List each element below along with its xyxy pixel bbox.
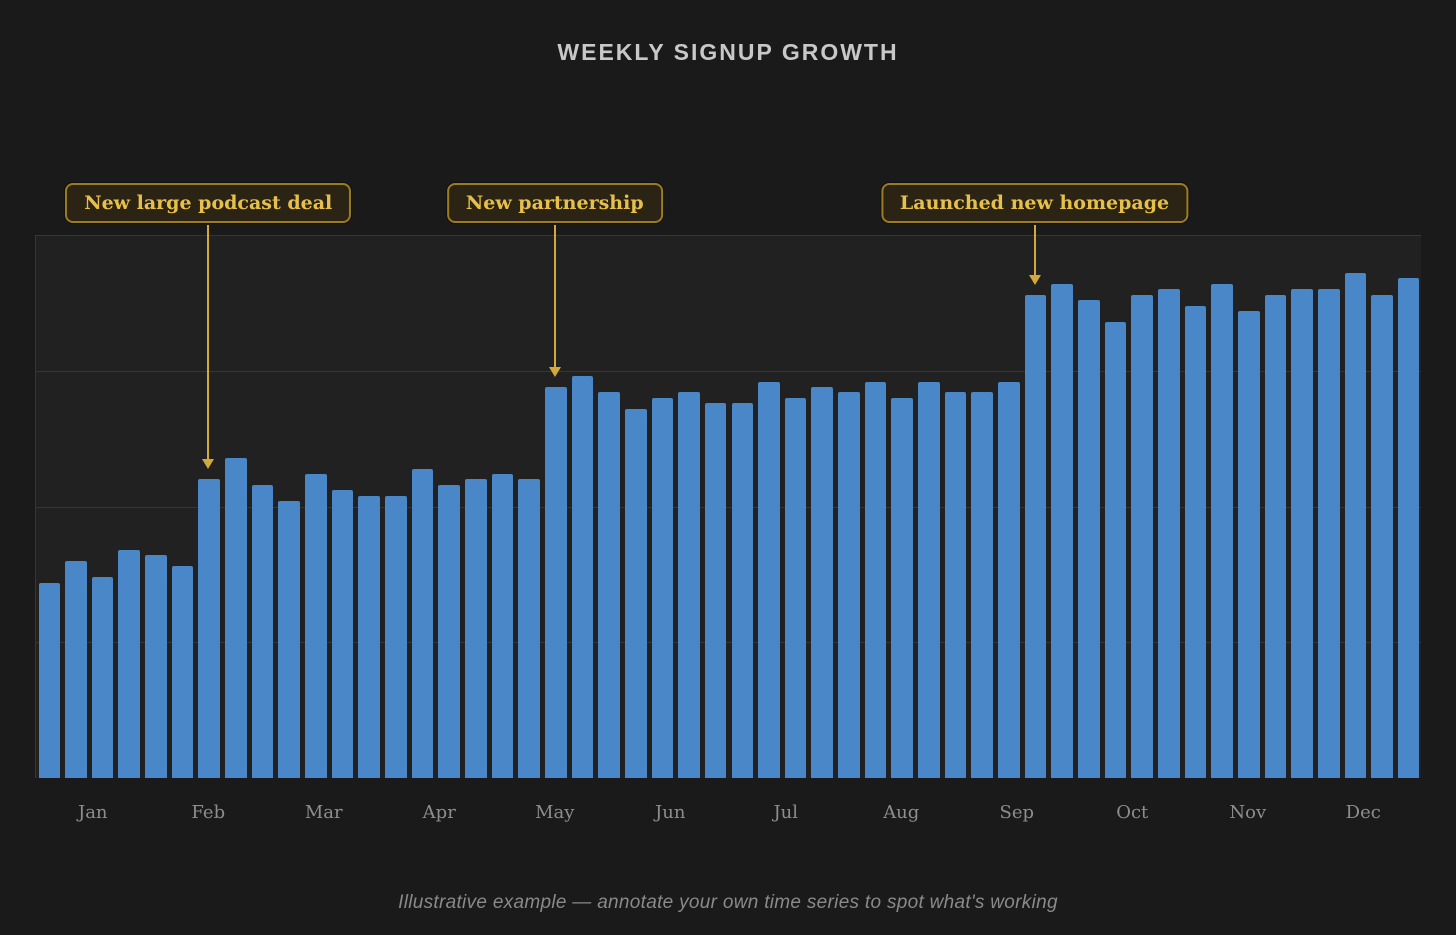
bar-week-3 — [91, 577, 114, 778]
plot-area — [35, 235, 1421, 778]
bar-week-8 — [225, 457, 247, 778]
x-tick-dec: Dec — [1345, 802, 1381, 823]
x-tick-nov: Nov — [1229, 802, 1267, 823]
x-axis: Jan Feb Mar Apr May Jun Jul Aug Sep Oct Nov Dec — [35, 790, 1421, 834]
bar-week-32 — [864, 381, 887, 778]
bar-week-42 — [1131, 294, 1153, 778]
annotation-arrow-head — [1028, 274, 1041, 285]
bar-week-26 — [704, 403, 727, 778]
x-tick-may: May — [535, 802, 575, 823]
caption: Illustrative example — annotate your own… — [398, 892, 1058, 913]
bar-week-38 — [1024, 294, 1047, 778]
bar-week-44 — [1184, 305, 1207, 778]
bar-week-49 — [1317, 289, 1340, 778]
bar-week-37 — [998, 381, 1020, 778]
bar-week-43 — [1157, 289, 1180, 778]
bar-week-14 — [385, 495, 407, 778]
x-tick-mar: Mar — [304, 802, 343, 823]
bar-week-18 — [491, 473, 514, 778]
annotation-arrow-head — [548, 367, 561, 378]
bar-week-28 — [758, 381, 780, 778]
bar-week-40 — [1078, 300, 1100, 778]
annotation-arrow-line — [553, 225, 556, 368]
bar-week-46 — [1237, 311, 1260, 778]
bar-week-20 — [544, 387, 567, 778]
bar-week-52 — [1397, 278, 1420, 778]
bar-week-47 — [1264, 294, 1287, 778]
x-tick-aug: Aug — [883, 802, 920, 823]
bar-week-30 — [811, 387, 834, 778]
bar-week-41 — [1104, 321, 1127, 778]
bar-week-48 — [1291, 289, 1313, 778]
bar-week-9 — [251, 484, 274, 778]
gridline-75 — [36, 370, 1421, 372]
bar-week-4 — [118, 549, 141, 778]
annotation-label-2: New partnership — [446, 183, 663, 223]
bar-week-13 — [358, 495, 380, 778]
bar-week-29 — [784, 397, 807, 778]
annotation-arrow-line — [207, 225, 210, 460]
bar-week-35 — [944, 392, 967, 778]
bar-week-1 — [38, 582, 61, 778]
bar-week-34 — [918, 381, 940, 778]
bar-week-21 — [571, 376, 594, 778]
bar-week-7 — [198, 479, 221, 778]
bar-week-12 — [331, 490, 354, 778]
x-tick-feb: Feb — [191, 802, 226, 823]
x-tick-apr: Apr — [422, 802, 456, 823]
bar-week-27 — [731, 403, 754, 778]
bar-week-17 — [464, 479, 487, 778]
bar-week-51 — [1371, 294, 1393, 778]
bar-week-5 — [145, 555, 167, 778]
annotation-label-3: Launched new homepage — [880, 183, 1189, 223]
gridline-50 — [36, 506, 1421, 508]
x-tick-jan: Jan — [77, 802, 108, 823]
bar-week-33 — [891, 397, 914, 778]
bar-week-6 — [171, 566, 194, 778]
bar-week-24 — [651, 397, 674, 778]
bar-week-31 — [838, 392, 860, 778]
x-tick-oct: Oct — [1116, 802, 1149, 823]
bar-week-22 — [598, 392, 620, 778]
bar-week-36 — [971, 392, 994, 778]
bar-week-25 — [678, 392, 700, 778]
x-tick-jun: Jun — [655, 802, 686, 823]
bar-week-15 — [411, 468, 434, 778]
bar-week-45 — [1211, 283, 1233, 778]
bar-week-16 — [438, 484, 460, 778]
bar-week-39 — [1051, 283, 1073, 778]
x-tick-jul: Jul — [773, 802, 799, 823]
annotation-arrow-head — [202, 459, 215, 470]
bar-week-19 — [518, 479, 540, 778]
annotation-arrow-line — [1033, 225, 1036, 275]
bar-week-50 — [1344, 273, 1367, 778]
gridline-100 — [36, 235, 1421, 236]
gridline-25 — [36, 642, 1421, 644]
bar-week-11 — [305, 473, 327, 778]
bar-week-23 — [624, 408, 647, 778]
annotation-label-1: New large podcast deal — [65, 183, 352, 223]
bar-week-10 — [278, 501, 301, 778]
bar-week-2 — [65, 560, 87, 778]
chart-title: WEEKLY SIGNUP GROWTH — [557, 39, 899, 65]
x-tick-sep: Sep — [999, 802, 1035, 823]
